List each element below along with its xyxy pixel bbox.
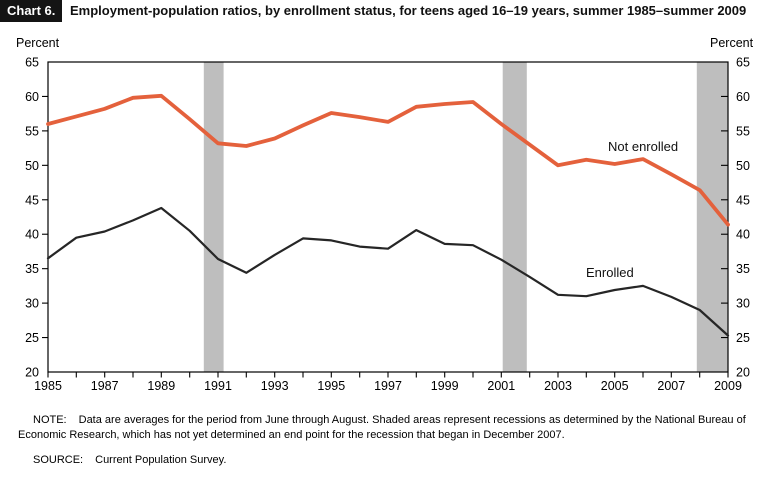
note-text: Data are averages for the period from Ju… bbox=[18, 414, 746, 441]
y-tick-label-left: 35 bbox=[25, 262, 39, 276]
y-tick-label-right: 65 bbox=[736, 56, 750, 70]
x-tick-label: 1991 bbox=[204, 379, 232, 393]
series-label-enrolled: Enrolled bbox=[586, 265, 634, 280]
note-label: NOTE: bbox=[33, 414, 67, 426]
x-tick-label: 1987 bbox=[91, 379, 119, 393]
y-tick-label-right: 35 bbox=[736, 262, 750, 276]
note: NOTE: Data are averages for the period fr… bbox=[18, 413, 760, 442]
y-tick-label-left: 40 bbox=[25, 228, 39, 242]
x-tick-label: 1985 bbox=[34, 379, 62, 393]
x-tick-label: 1995 bbox=[317, 379, 345, 393]
series-line-not-enrolled bbox=[46, 93, 730, 227]
y-tick-label-left: 65 bbox=[25, 56, 39, 70]
x-tick-label: 2009 bbox=[714, 379, 742, 393]
x-tick-label: 1989 bbox=[147, 379, 175, 393]
y-tick-label-right: 25 bbox=[736, 331, 750, 345]
x-tick-label: 1993 bbox=[261, 379, 289, 393]
y-tick-label-left: 30 bbox=[25, 297, 39, 311]
source: SOURCE: Current Population Survey. bbox=[18, 453, 760, 468]
source-text: Current Population Survey. bbox=[95, 454, 227, 466]
y-tick-label-right: 45 bbox=[736, 193, 750, 207]
y-tick-label-right: 50 bbox=[736, 159, 750, 173]
chart-title: Employment-population ratios, by enrollm… bbox=[70, 3, 747, 18]
y-axis-unit-left: Percent bbox=[16, 36, 60, 50]
y-axis-unit-right: Percent bbox=[710, 36, 754, 50]
y-tick-label-left: 60 bbox=[25, 90, 39, 104]
x-tick-label: 1997 bbox=[374, 379, 402, 393]
x-tick-label: 2003 bbox=[544, 379, 572, 393]
recession-band bbox=[502, 62, 527, 372]
y-tick-label-left: 45 bbox=[25, 193, 39, 207]
recession-band bbox=[203, 62, 224, 372]
y-tick-label-right: 60 bbox=[736, 90, 750, 104]
x-tick-label: 1999 bbox=[431, 379, 459, 393]
y-tick-label-right: 55 bbox=[736, 124, 750, 138]
y-tick-label-right: 40 bbox=[736, 228, 750, 242]
series-line-enrolled bbox=[46, 206, 730, 337]
x-tick-label: 2007 bbox=[657, 379, 685, 393]
series-label-not-enrolled: Not enrolled bbox=[608, 139, 679, 154]
y-tick-label-left: 25 bbox=[25, 331, 39, 345]
y-tick-label-left: 50 bbox=[25, 159, 39, 173]
plot-frame bbox=[47, 61, 729, 373]
y-tick-label-right: 30 bbox=[736, 297, 750, 311]
x-tick-label: 2005 bbox=[601, 379, 629, 393]
x-tick-label: 2001 bbox=[487, 379, 515, 393]
chart-number-badge: Chart 6. bbox=[0, 0, 62, 22]
y-tick-label-left: 20 bbox=[25, 366, 39, 380]
y-tick-label-right: 20 bbox=[736, 366, 750, 380]
y-tick-label-left: 55 bbox=[25, 124, 39, 138]
source-label: SOURCE: bbox=[33, 454, 84, 466]
